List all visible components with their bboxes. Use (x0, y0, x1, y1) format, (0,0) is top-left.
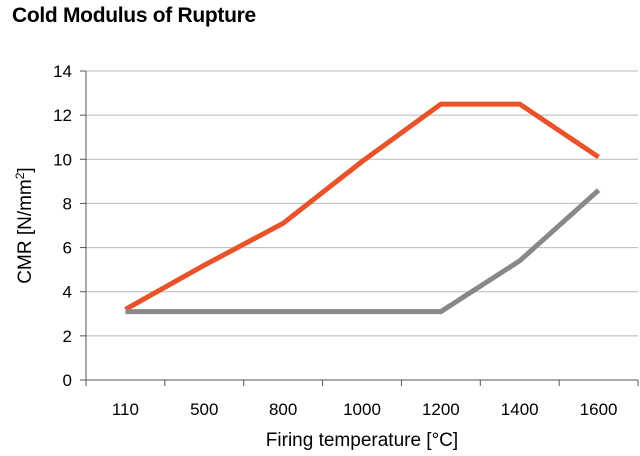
x-tick-label-1000: 1000 (343, 400, 381, 419)
chart-title: Cold Modulus of Rupture (12, 4, 256, 27)
y-tick-label-2: 2 (63, 327, 72, 346)
x-tick-label-1600: 1600 (580, 400, 618, 419)
y-tick-label-6: 6 (63, 239, 72, 258)
y-tick-label-10: 10 (53, 150, 72, 169)
y-tick-label-14: 14 (53, 62, 72, 81)
series-line-2 (125, 188, 601, 315)
series-layer (124, 101, 601, 315)
x-tick-label-110: 110 (112, 400, 139, 419)
x-tick-label-1400: 1400 (501, 400, 539, 419)
x-tick-label-1200: 1200 (422, 400, 460, 419)
x-tick-label-800: 800 (269, 400, 297, 419)
grid (86, 70, 638, 337)
tick-labels: 0 2 4 6 8 10 12 14 110 500 800 1000 1200 1400 1600 (53, 62, 617, 419)
y-axis-title-main: CMR [N/mm (15, 179, 36, 283)
y-tick-label-12: 12 (53, 106, 72, 125)
y-axis-title: CMR [N/mm2] (13, 167, 36, 283)
x-tick-label-500: 500 (190, 400, 218, 419)
x-axis-title: Firing temperature [°C] (266, 430, 458, 451)
y-tick-label-0: 0 (63, 371, 72, 390)
y-tick-label-8: 8 (63, 194, 72, 213)
y-axis-title-end: ] (15, 167, 36, 172)
y-tick-label-4: 4 (63, 283, 72, 302)
series-line-1 (124, 101, 600, 312)
y-axis-title-sup: 2 (13, 172, 27, 179)
axes (80, 70, 639, 386)
